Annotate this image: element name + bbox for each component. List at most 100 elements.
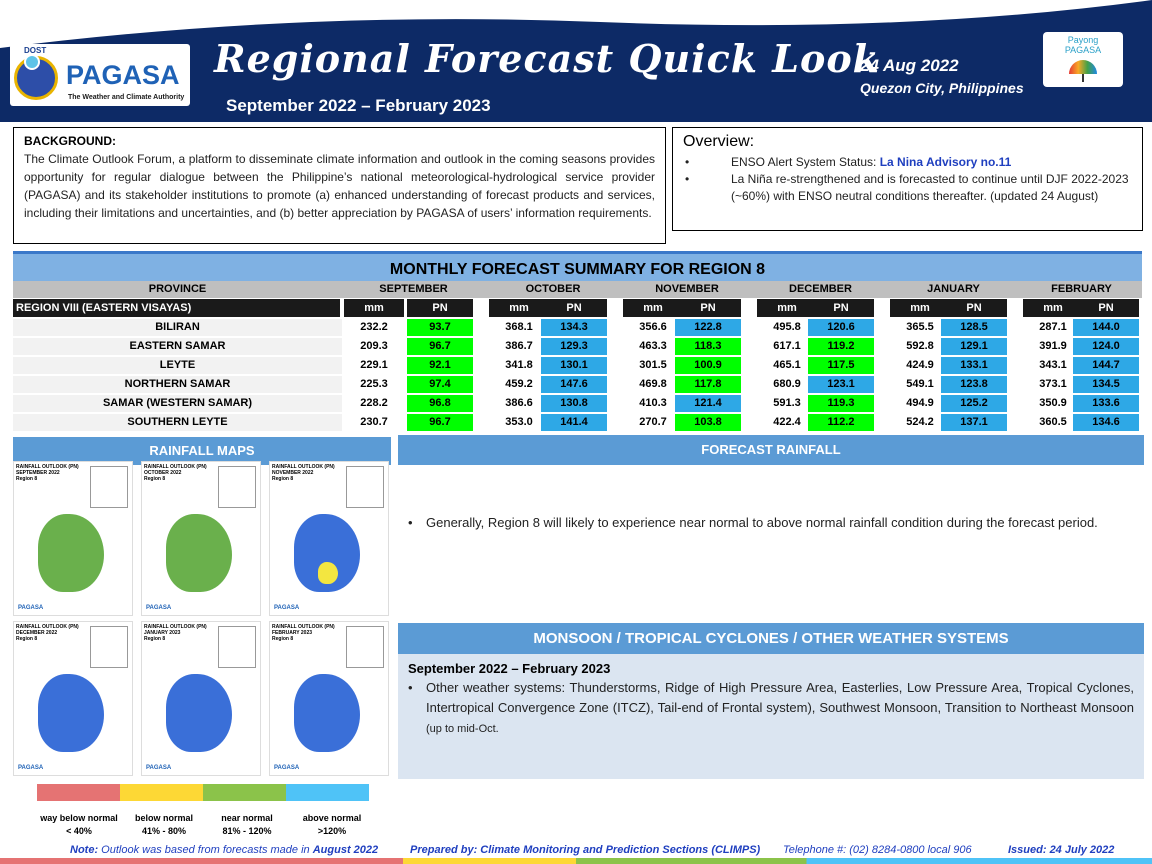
map-title: RAINFALL OUTLOOK (PN) FEBRUARY 2023 Regi… (272, 624, 335, 642)
overview-section: Overview: ENSO Alert System Status: La N… (672, 127, 1143, 231)
legend-swatch (286, 784, 369, 801)
pn-value: 121.4 (675, 395, 741, 412)
monsoon-note: (up to mid-Oct. (426, 723, 499, 735)
legend-label: above normal >120% (284, 812, 380, 838)
rainfall-map[interactable]: RAINFALL OUTLOOK (PN) JANUARY 2023 Regio… (141, 621, 261, 776)
pn-value: 130.1 (541, 357, 607, 374)
mm-value: 225.3 (360, 378, 388, 390)
pn-value: 96.7 (407, 414, 473, 431)
location-inset-icon (218, 626, 256, 668)
mm-value: 353.0 (505, 416, 533, 428)
issue-date: 24 Aug 2022 (860, 56, 959, 75)
region-map-shape (166, 514, 232, 592)
mm-value: 386.6 (505, 397, 533, 409)
region-map-shape (38, 514, 104, 592)
mm-value: 549.1 (906, 378, 934, 390)
legend-range: >120% (317, 826, 347, 836)
pn-value: 134.5 (1073, 376, 1139, 393)
pn-value: 141.4 (541, 414, 607, 431)
background-text: The Climate Outlook Forum, a platform to… (24, 152, 655, 220)
mm-subheader: mm (344, 299, 404, 317)
rainfall-map[interactable]: RAINFALL OUTLOOK (PN) OCTOBER 2022 Regio… (141, 461, 261, 616)
mm-value: 232.2 (360, 321, 388, 333)
pn-subheader: PN (541, 299, 607, 317)
month-header: DECEMBER (789, 283, 852, 295)
payong-pagasa-logo[interactable]: Payong PAGASA (1043, 32, 1123, 87)
monsoon-systems: Other weather systems: Thunderstorms, Ri… (426, 680, 1134, 715)
legend-range: < 40% (66, 826, 92, 836)
agency-name: PAGASA (66, 60, 180, 90)
pn-value: 119.3 (808, 395, 874, 412)
location-inset-icon (90, 466, 128, 508)
rainfall-legend (37, 784, 369, 801)
footer-color-strip (0, 858, 1152, 864)
page-title: Regional Forecast Quick Look (214, 36, 881, 81)
legend-range: 41% - 80% (141, 826, 187, 836)
header-curve (0, 0, 1152, 122)
rainfall-map[interactable]: RAINFALL OUTLOOK (PN) SEPTEMBER 2022 Reg… (13, 461, 133, 616)
mm-value: 343.1 (1039, 359, 1067, 371)
pn-value: 117.5 (808, 357, 874, 374)
mm-value: 391.9 (1039, 340, 1067, 352)
province-name: SAMAR (WESTERN SAMAR) (13, 395, 342, 412)
payong-label: Payong (1067, 35, 1099, 45)
monsoon-text: Other weather systems: Thunderstorms, Ri… (408, 678, 1134, 739)
mm-value: 524.2 (906, 416, 934, 428)
mm-value: 617.1 (773, 340, 801, 352)
table-title: MONTHLY FORECAST SUMMARY FOR REGION 8 (13, 251, 1142, 281)
location-inset-icon (218, 466, 256, 508)
footer-note-label: Note: (70, 844, 99, 856)
pn-subheader: PN (941, 299, 1007, 317)
pn-value: 96.7 (407, 338, 473, 355)
pn-value: 117.8 (675, 376, 741, 393)
pn-value: 124.0 (1073, 338, 1139, 355)
location-inset-icon (90, 626, 128, 668)
mm-value: 591.3 (773, 397, 801, 409)
enso-advisory-link[interactable]: La Nina Advisory no.11 (879, 155, 1012, 169)
pn-value: 147.6 (541, 376, 607, 393)
table-row: NORTHERN SAMAR 225.3 97.4 459.2 147.6 469.8 11… (13, 376, 1142, 393)
pn-value: 123.8 (941, 376, 1007, 393)
pn-value: 112.2 (808, 414, 874, 431)
mm-value: 341.8 (505, 359, 533, 371)
mm-value: 463.3 (639, 340, 667, 352)
map-agency-logo: PAGASA (146, 605, 172, 611)
legend-category: way below normal (40, 813, 118, 823)
rainfall-map[interactable]: RAINFALL OUTLOOK (PN) DECEMBER 2022 Regi… (13, 621, 133, 776)
legend-swatch (37, 784, 120, 801)
mm-value: 360.5 (1039, 416, 1067, 428)
pn-value: 93.7 (407, 319, 473, 336)
footer-note-month: August 2022 (312, 844, 379, 856)
pn-value: 134.3 (541, 319, 607, 336)
month-header: NOVEMBER (655, 283, 719, 295)
month-header: FEBRUARY (1051, 283, 1112, 295)
pn-value: 134.6 (1073, 414, 1139, 431)
region-map-shape (294, 674, 360, 752)
map-agency-logo: PAGASA (274, 765, 300, 771)
pn-value: 96.8 (407, 395, 473, 412)
mm-value: 494.9 (906, 397, 934, 409)
footer-issued: Issued: 24 July 2022 (1008, 844, 1115, 856)
pn-subheader: PN (1073, 299, 1139, 317)
location-inset-icon (346, 626, 384, 668)
pn-value: 100.9 (675, 357, 741, 374)
monsoon-section: MONSOON / TROPICAL CYCLONES / OTHER WEAT… (398, 623, 1144, 654)
mm-subheader: mm (890, 299, 950, 317)
month-header: SEPTEMBER (379, 283, 448, 295)
pagasa-logo[interactable]: DOST PAGASA The Weather and Climate Auth… (10, 44, 190, 106)
province-header: PROVINCE (148, 283, 207, 295)
overview-heading: Overview: (683, 133, 755, 150)
rainfall-map[interactable]: RAINFALL OUTLOOK (PN) FEBRUARY 2023 Regi… (269, 621, 389, 776)
pn-subheader: PN (407, 299, 473, 317)
mm-value: 228.2 (360, 397, 388, 409)
mm-value: 368.1 (505, 321, 533, 333)
dost-label: DOST (24, 46, 47, 55)
map-title: RAINFALL OUTLOOK (PN) OCTOBER 2022 Regio… (144, 464, 207, 482)
legend-label: near normal 81% - 120% (199, 812, 295, 838)
pn-value: 120.6 (808, 319, 874, 336)
mm-value: 410.3 (639, 397, 667, 409)
forecast-rainfall-section: FORECAST RAINFALL (398, 435, 1144, 465)
rainfall-map[interactable]: RAINFALL OUTLOOK (PN) NOVEMBER 2022 Regi… (269, 461, 389, 616)
background-section: BACKGROUND: The Climate Outlook Forum, a… (13, 127, 666, 244)
overview-item-lanina: La Niña re-strengthened and is forecaste… (683, 171, 1132, 205)
